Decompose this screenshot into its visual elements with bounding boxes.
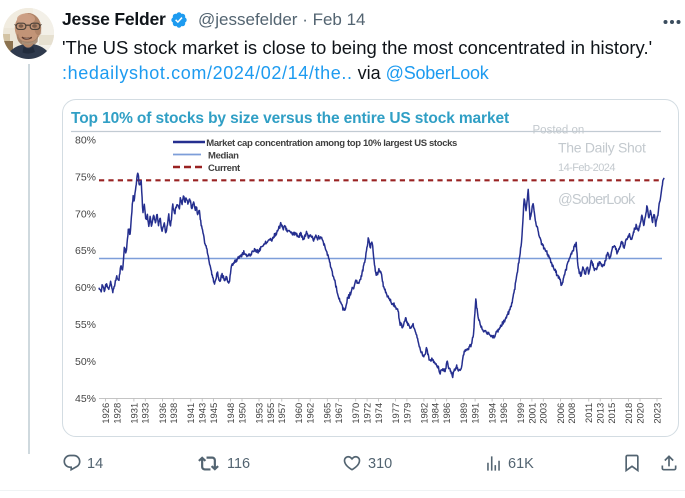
svg-text:1953: 1953 bbox=[253, 403, 264, 424]
svg-text:1989: 1989 bbox=[458, 403, 469, 424]
svg-text:Posted on: Posted on bbox=[533, 125, 585, 137]
svg-text:1970: 1970 bbox=[350, 403, 361, 424]
svg-text:1957: 1957 bbox=[276, 403, 287, 424]
svg-text:1936: 1936 bbox=[157, 403, 168, 424]
svg-text:2018: 2018 bbox=[623, 403, 634, 424]
svg-text:1982: 1982 bbox=[418, 403, 429, 424]
svg-text:2015: 2015 bbox=[606, 403, 617, 424]
svg-text:1945: 1945 bbox=[208, 403, 219, 424]
svg-text:1941: 1941 bbox=[185, 403, 196, 424]
svg-text:1960: 1960 bbox=[293, 403, 304, 424]
svg-text:Market cap concentration among: Market cap concentration among top 10% l… bbox=[206, 138, 457, 149]
svg-text:55%: 55% bbox=[75, 319, 96, 331]
svg-text:75%: 75% bbox=[75, 171, 96, 183]
svg-text:2013: 2013 bbox=[595, 403, 606, 424]
svg-text:45%: 45% bbox=[75, 393, 96, 405]
svg-text:1977: 1977 bbox=[390, 403, 401, 424]
svg-text:1938: 1938 bbox=[168, 403, 179, 424]
svg-text:1933: 1933 bbox=[140, 403, 151, 424]
svg-text:2003: 2003 bbox=[538, 403, 549, 424]
svg-text:1948: 1948 bbox=[225, 403, 236, 424]
svg-text:60%: 60% bbox=[75, 282, 96, 294]
svg-text:2020: 2020 bbox=[634, 403, 645, 424]
svg-text:1967: 1967 bbox=[333, 403, 344, 424]
svg-text:Top 10% of stocks by size vers: Top 10% of stocks by size versus the ent… bbox=[71, 110, 509, 127]
svg-text:1931: 1931 bbox=[128, 403, 139, 424]
svg-text:1984: 1984 bbox=[430, 403, 441, 424]
svg-text:2001: 2001 bbox=[526, 403, 537, 424]
svg-text:1962: 1962 bbox=[305, 403, 316, 424]
svg-text:70%: 70% bbox=[75, 208, 96, 220]
svg-text:1950: 1950 bbox=[236, 403, 247, 424]
svg-text:1986: 1986 bbox=[441, 403, 452, 424]
svg-text:1943: 1943 bbox=[197, 403, 208, 424]
svg-text:1996: 1996 bbox=[498, 403, 509, 424]
svg-text:50%: 50% bbox=[75, 356, 96, 368]
svg-text:1926: 1926 bbox=[100, 403, 111, 424]
svg-text:2008: 2008 bbox=[566, 403, 577, 424]
svg-text:2011: 2011 bbox=[583, 403, 594, 423]
svg-text:2006: 2006 bbox=[555, 403, 566, 424]
svg-text:14-Feb-2024: 14-Feb-2024 bbox=[558, 162, 615, 174]
svg-text:1994: 1994 bbox=[487, 403, 498, 424]
svg-text:Current: Current bbox=[208, 163, 241, 174]
svg-text:1991: 1991 bbox=[470, 403, 481, 424]
svg-text:1999: 1999 bbox=[515, 403, 526, 424]
svg-text:80%: 80% bbox=[75, 135, 96, 147]
svg-text:Median: Median bbox=[208, 151, 239, 162]
svg-text:1979: 1979 bbox=[401, 403, 412, 424]
svg-text:1974: 1974 bbox=[373, 403, 384, 424]
svg-text:The Daily Shot: The Daily Shot bbox=[558, 140, 646, 156]
svg-text:1972: 1972 bbox=[362, 403, 373, 424]
svg-text:2023: 2023 bbox=[651, 403, 662, 424]
svg-text:1955: 1955 bbox=[265, 403, 276, 424]
svg-text:1928: 1928 bbox=[111, 403, 122, 424]
svg-text:1965: 1965 bbox=[322, 403, 333, 424]
svg-text:65%: 65% bbox=[75, 245, 96, 257]
svg-text:@SoberLook: @SoberLook bbox=[558, 192, 636, 208]
